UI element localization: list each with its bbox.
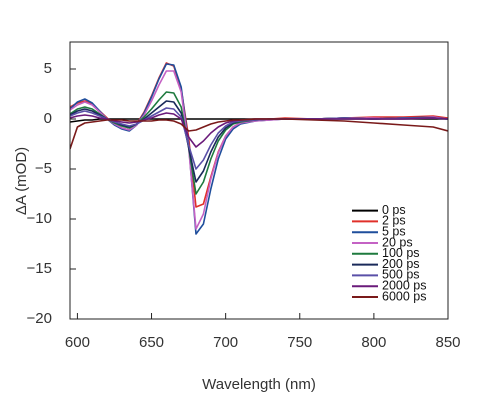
plot-area xyxy=(70,62,448,235)
series-line xyxy=(70,91,448,195)
legend-label: 5 ps xyxy=(382,224,406,238)
legend-label: 500 ps xyxy=(382,268,420,282)
y-tick-label: −10 xyxy=(27,210,52,227)
legend-label: 200 ps xyxy=(382,257,420,271)
x-tick-label: 800 xyxy=(361,334,386,351)
legend-label: 2 ps xyxy=(382,214,406,228)
series-line xyxy=(70,62,448,208)
y-tick-label: 5 xyxy=(44,60,52,77)
series-line xyxy=(70,118,448,150)
x-tick-label: 700 xyxy=(213,334,238,351)
x-tick-label: 750 xyxy=(287,334,312,351)
x-tick-label: 600 xyxy=(65,334,90,351)
x-tick-label: 650 xyxy=(139,334,164,351)
y-tick-label: −15 xyxy=(27,260,52,277)
y-tick-label: −5 xyxy=(35,160,52,177)
legend-label: 0 ps xyxy=(382,203,406,217)
y-axis-label: ΔA (mOD) xyxy=(13,147,30,215)
y-tick-label: −20 xyxy=(27,310,52,327)
y-tick-label: 0 xyxy=(44,110,52,127)
legend-label: 2000 ps xyxy=(382,278,426,292)
plot-frame xyxy=(69,41,449,320)
x-axis-label: Wavelength (nm) xyxy=(202,376,316,393)
series-line xyxy=(70,100,448,183)
legend-label: 100 ps xyxy=(382,246,420,260)
legend-label: 20 ps xyxy=(382,235,413,249)
legend-label: 6000 ps xyxy=(382,289,426,303)
x-tick-label: 850 xyxy=(435,334,460,351)
